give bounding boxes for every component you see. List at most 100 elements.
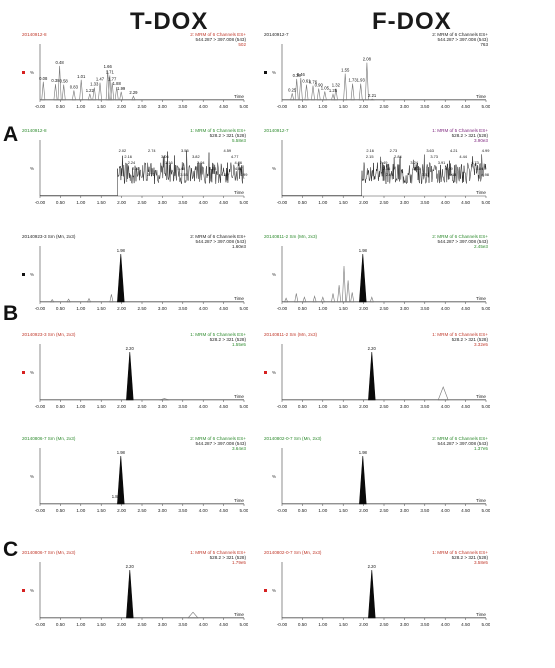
x-tick-label: -0.00: [277, 306, 288, 311]
x-tick-label: 3.50: [420, 200, 429, 205]
peak-label: 4.86: [234, 160, 242, 165]
y-axis-label: %: [272, 588, 276, 593]
peak-label: 0.08: [39, 76, 48, 81]
peak-label: 1.32: [332, 82, 341, 87]
peak-label: 4.44: [459, 154, 467, 159]
peak: [342, 265, 346, 303]
peak-label: 2.24: [128, 160, 136, 165]
x-axis-title: Time: [234, 190, 244, 195]
chromatogram-C1-right: 20140802-0-7 Sm (Mn, 2x3) 2: MRM of 6 Cha…: [264, 436, 490, 513]
peak-label: 2.15: [366, 154, 374, 159]
peak: [41, 81, 46, 101]
peak-label: 2.84: [394, 154, 402, 159]
x-tick-label: 4.50: [219, 622, 228, 627]
y-axis-label: %: [30, 588, 34, 593]
x-tick-label: 2.00: [359, 622, 368, 627]
peak-label: 1.77: [108, 77, 117, 82]
peak-label: 4.87: [235, 166, 243, 171]
y-axis-label: %: [272, 370, 276, 375]
transition-label: 544.287 > 397.008 (543): [196, 37, 247, 42]
transition-label: 528.2 > 321 (528): [210, 133, 247, 138]
x-tick-label: 5.00: [482, 306, 490, 311]
x-tick-label: 4.00: [441, 200, 450, 205]
x-tick-label: 1.50: [339, 622, 348, 627]
x-tick-label: 4.50: [219, 404, 228, 409]
peak-label: 1.22: [86, 88, 95, 93]
x-tick-label: 4.00: [441, 622, 450, 627]
x-tick-label: 0.50: [298, 306, 307, 311]
sample-id: 20140806-7 Sm (Mn, 2x3): [22, 436, 76, 441]
peak-label: 1.86: [112, 494, 121, 499]
peak: [87, 93, 92, 101]
x-tick-label: 4.50: [461, 306, 470, 311]
transition-label: 528.2 > 321 (528): [210, 337, 247, 342]
peak-label: 1.99: [117, 86, 126, 91]
channel-label: 2: MRM of 6 Channels ES+: [190, 234, 246, 239]
peak-label: 0.90: [315, 82, 324, 87]
peak-label: 4.59: [223, 148, 231, 153]
x-tick-label: 1.00: [76, 622, 85, 627]
sample-id: 20140811-2 Sm (Mn, 2x3): [264, 332, 317, 337]
peak-label: 3.91: [438, 160, 446, 165]
sample-id: 20140912-7: [264, 32, 289, 37]
x-axis-title: Time: [476, 498, 486, 503]
peak-label: 3.73: [430, 154, 438, 159]
peak-label: 0.61: [302, 79, 311, 84]
x-axis-title: Time: [234, 394, 244, 399]
x-tick-label: 3.50: [178, 622, 187, 627]
peak-label: 4.73: [471, 160, 479, 165]
channel-label: 1: MRM of 5 Channels ES+: [190, 128, 246, 133]
peak-label: 2.64: [386, 172, 394, 177]
sample-id: 20140912-7: [264, 128, 289, 133]
x-tick-label: 3.00: [158, 622, 167, 627]
x-tick-label: -0.00: [35, 622, 46, 627]
x-tick-label: 1.50: [97, 508, 106, 513]
x-tick-label: 3.50: [420, 622, 429, 627]
intensity-label: 1.60e3: [232, 244, 246, 249]
peak-label: 1.05: [321, 85, 330, 90]
channel-marker: [22, 71, 25, 74]
peak-label: 2.20: [126, 564, 135, 569]
x-tick-label: 1.00: [318, 104, 327, 109]
x-tick-label: -0.00: [35, 306, 46, 311]
x-tick-label: 4.50: [461, 508, 470, 513]
peak: [337, 285, 342, 303]
x-tick-label: 4.00: [199, 104, 208, 109]
peak-label: 4.98: [481, 172, 489, 177]
x-tick-label: 4.50: [219, 200, 228, 205]
x-tick-label: 4.00: [199, 306, 208, 311]
peak-label: 0.76: [309, 80, 318, 85]
intensity-label: 1.55e5: [232, 342, 246, 347]
x-tick-label: 5.00: [482, 508, 490, 513]
peak-label: 3.55: [181, 148, 189, 153]
x-tick-label: 4.50: [219, 306, 228, 311]
transition-label: 544.287 > 397.008 (543): [438, 37, 489, 42]
channel-label: 1: MRM of 5 Channels ES+: [432, 128, 488, 133]
x-tick-label: 3.50: [178, 404, 187, 409]
x-tick-label: 3.00: [400, 306, 409, 311]
peak-label: 3.16: [165, 160, 173, 165]
x-tick-label: 4.00: [199, 200, 208, 205]
x-tick-label: 2.50: [138, 200, 147, 205]
channel-label: 1: MRM of 5 Channels ES+: [432, 332, 488, 337]
x-axis-title: Time: [234, 612, 244, 617]
peak-label: 2.16: [366, 148, 374, 153]
peak-label: 2.16: [124, 154, 132, 159]
channel-label: 2: MRM of 6 Channels ES+: [190, 436, 246, 441]
chromatogram-B1-left: 20140923-3 Sm (Mn, 2x3) 2: MRM of 6 Chann…: [22, 234, 248, 311]
x-tick-label: 2.00: [117, 404, 126, 409]
x-tick-label: -0.00: [277, 200, 288, 205]
sample-id: 20140811-2 Sm (Mn, 2x3): [264, 234, 317, 239]
x-tick-label: -0.00: [277, 622, 288, 627]
peak: [368, 569, 376, 619]
chromatogram-C2-left: 20140806-7 Sm (Mn, 2x3) 1: MRM of 5 Chann…: [22, 550, 248, 627]
peak: [302, 296, 307, 303]
x-tick-label: 1.50: [339, 404, 348, 409]
peak-label: 3.31: [413, 166, 421, 171]
y-axis-label: %: [30, 166, 34, 171]
x-tick-label: 0.50: [56, 306, 65, 311]
x-axis-title: Time: [234, 94, 244, 99]
intensity-label: 3.90e3: [474, 138, 488, 143]
x-tick-label: 0.50: [56, 508, 65, 513]
x-tick-label: 2.00: [117, 104, 126, 109]
